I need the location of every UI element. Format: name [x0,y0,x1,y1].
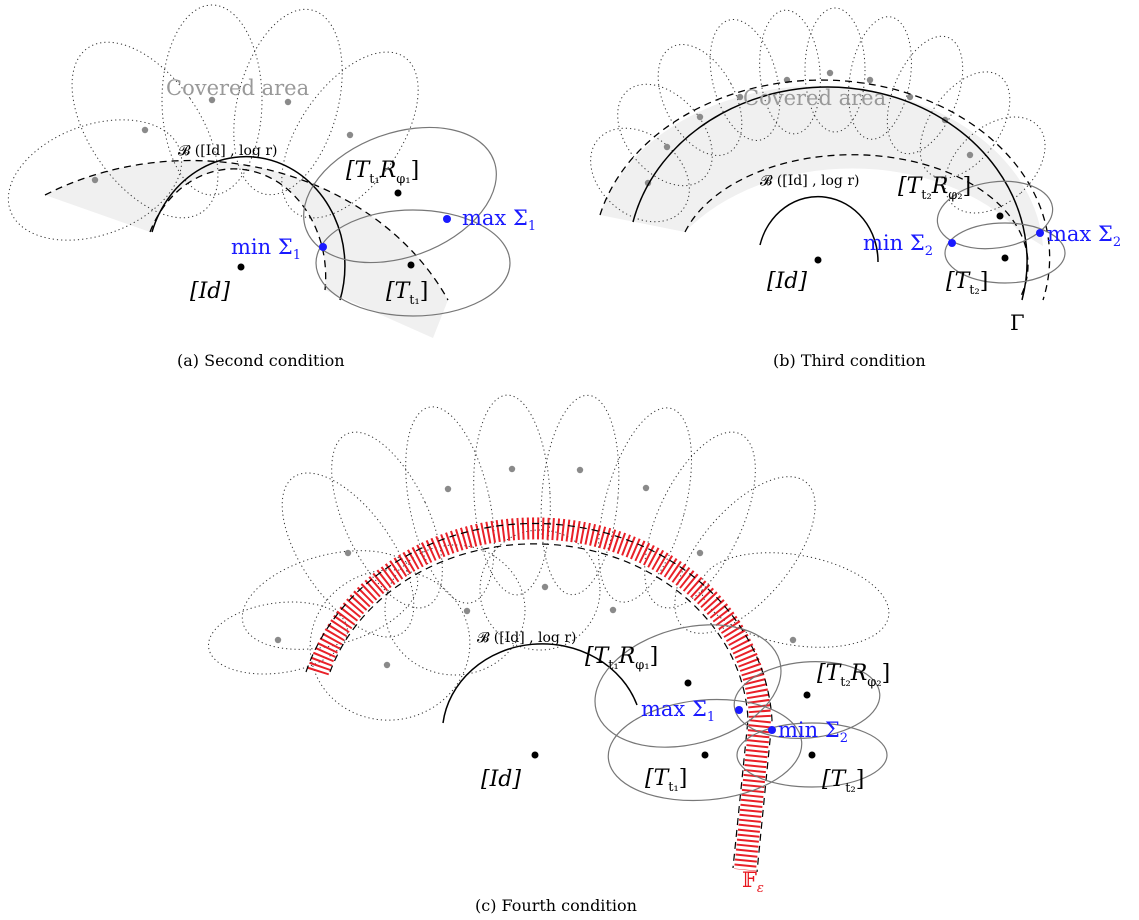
ball-arc-b [759,195,879,263]
id-label-a: [Id] [190,279,230,304]
max-point-b [1036,229,1044,237]
center-t-a [407,261,415,269]
max-label-c: max Σ1 [641,697,715,725]
center-t2r-c [803,691,811,699]
f-epsilon-label-c: 𝔽ε [742,868,764,896]
max-point-c [735,706,743,714]
dashed-band-inner-c [329,543,749,869]
t2r-label-c: [Tt₂Rφ₂] [817,661,890,690]
ball-label-c: 𝓑 ([Id] , log r) [477,630,577,646]
caption-b: (b) Third condition [773,351,926,370]
ball-arc-c [442,643,638,724]
center-id-c [531,751,539,759]
min-label-b: min Σ2 [863,231,933,259]
ball-arc-a [151,155,346,301]
tr-label-a: [Tt₁Rφ₁] [346,158,419,187]
center-t1-c [701,751,709,759]
dashed-outer-arc-b [599,79,1051,301]
t1-label-c: [Tt₁] [645,766,687,795]
ellipse-t1r-c [594,624,782,748]
max-label-a: max Σ1 [462,206,536,234]
dashed-inner-arc-b [684,154,1029,299]
ball-label-b: 𝓑 ([Id] , log r) [760,173,860,189]
panel-a: Covered area 𝓑 ([Id] , log r) [Tt₁Rφ₁] m… [7,4,536,370]
covered-label-a: Covered area [166,76,309,100]
ellipse-t1-c [607,698,803,802]
t1r-label-c: [Tt₁Rφ₁] [585,644,658,673]
center-t1r-c [684,679,692,687]
covered-area-b [600,85,1043,246]
id-label-b: [Id] [767,269,807,294]
t-label-a: [Tt₁] [386,279,428,308]
min-point-a [319,243,327,251]
petal-centers-c [274,465,797,669]
ellipse-t2r-c [733,661,881,739]
gamma-arc-b [632,86,1028,301]
covered-label-b: Covered area [743,86,886,110]
petals-c [208,394,890,721]
panel-b: Covered area 𝓑 ([Id] , log r) [Tt₂Rφ₂] m… [590,7,1121,370]
max-label-b: max Σ2 [1047,222,1121,250]
min-label-a: min Σ1 [231,235,301,263]
ellipse-tr-b [936,180,1054,250]
id-label-c: [Id] [481,767,521,792]
center-t-b [1001,254,1009,262]
min-point-c [768,726,776,734]
gamma-label-b: Γ [1010,311,1025,335]
f-epsilon-band-c [307,517,772,872]
covered-area-a [45,160,448,338]
ellipse-t2-c [736,722,888,788]
center-t2-c [808,751,816,759]
min-point-b [948,239,956,247]
petals-b [590,7,1046,223]
tr-label-b: [Tt₂Rφ₂] [898,174,971,203]
panel-c: 𝓑 ([Id] , log r) [Tt₁Rφ₁] [Tt₂Rφ₂] max Σ… [208,394,890,915]
t-label-b: [Tt₂] [946,269,988,298]
max-point-a [443,215,451,223]
t2-label-c: [Tt₂] [822,767,864,796]
ellipse-t-a [315,209,511,317]
caption-a: (a) Second condition [177,351,345,370]
dashed-outer-arc-a [44,159,449,301]
ellipse-tr-a [303,126,497,264]
ellipse-t-b [944,222,1066,284]
min-label-c: min Σ2 [778,718,848,746]
caption-c: (c) Fourth condition [475,896,637,915]
dashed-inner-arc-a [149,168,327,291]
center-tr-b [996,212,1004,220]
center-tr-a [394,189,402,197]
ball-label-a: 𝓑 ([Id] , log r) [178,143,278,159]
center-id-b [814,256,822,264]
dashed-band-outer-c [305,522,773,873]
center-id-a [237,263,245,271]
petal-centers-a [91,96,354,184]
